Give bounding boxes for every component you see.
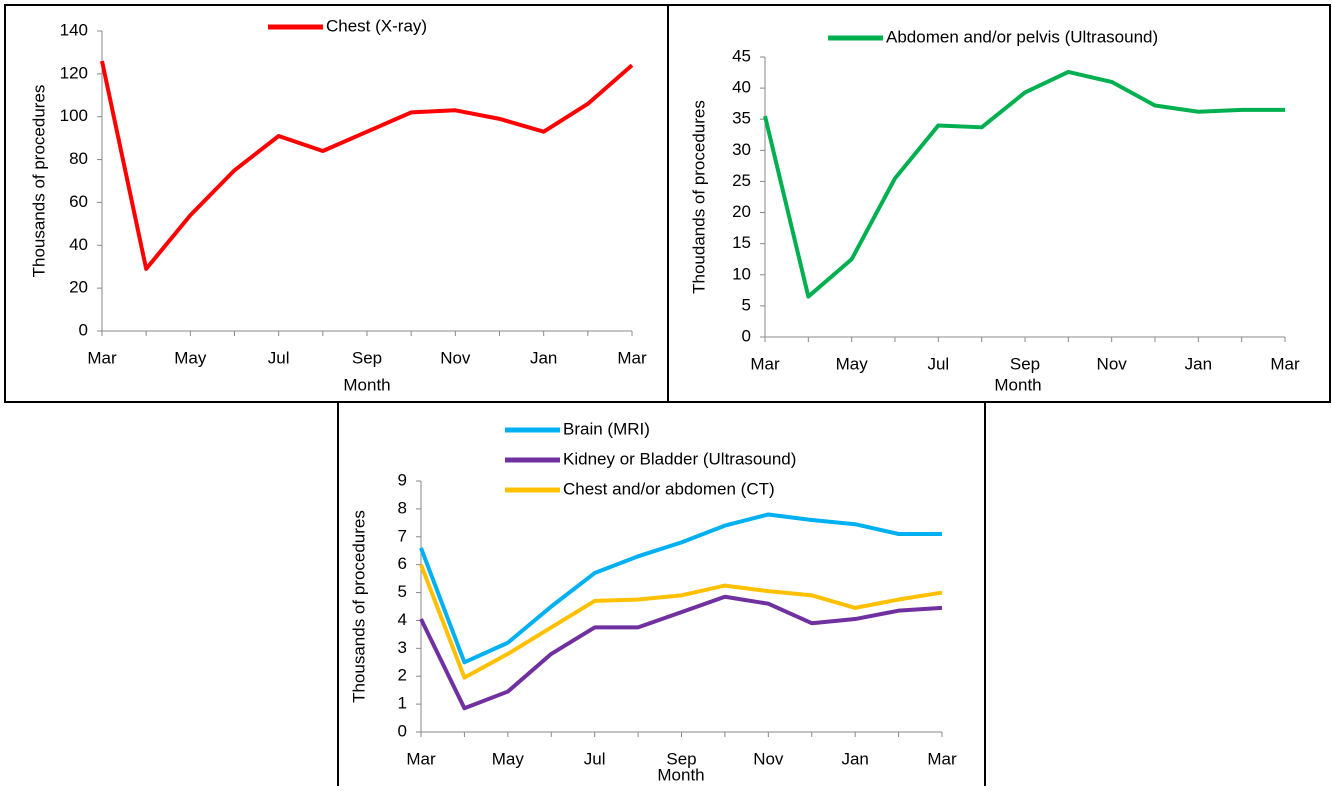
x-tick-label: May bbox=[836, 354, 869, 373]
legend-label: Chest and/or abdomen (CT) bbox=[563, 479, 775, 498]
line-series bbox=[419, 594, 943, 711]
y-tick-label: 10 bbox=[732, 264, 751, 283]
line-series bbox=[419, 563, 943, 680]
y-tick-label: 20 bbox=[732, 202, 751, 221]
y-tick-label: 7 bbox=[398, 526, 407, 545]
y-tick-label: 60 bbox=[69, 192, 88, 211]
x-tick-label: Jul bbox=[927, 354, 949, 373]
y-tick-label: 40 bbox=[69, 235, 88, 254]
legend-label: Kidney or Bladder (Ultrasound) bbox=[563, 449, 796, 468]
y-tick-label: 2 bbox=[398, 666, 407, 685]
x-axis-label: Month bbox=[343, 375, 390, 394]
x-tick-label: May bbox=[492, 749, 525, 768]
legend-label: Brain (MRI) bbox=[563, 419, 650, 438]
x-tick-label: Mar bbox=[927, 749, 957, 768]
x-tick-label: Jan bbox=[530, 348, 557, 367]
x-tick-label: Sep bbox=[666, 749, 696, 768]
y-axis-label: Thousands of procedures bbox=[349, 510, 368, 703]
y-axis-label: Thousands of procedures bbox=[29, 85, 48, 278]
x-tick-label: Jul bbox=[268, 348, 290, 367]
y-tick-label: 15 bbox=[732, 233, 751, 252]
x-tick-label: May bbox=[174, 348, 207, 367]
line-series bbox=[100, 60, 634, 271]
x-tick-label: Mar bbox=[1270, 354, 1300, 373]
y-tick-label: 5 bbox=[398, 582, 407, 601]
legend-label: Abdomen and/or pelvis (Ultrasound) bbox=[886, 27, 1158, 46]
x-tick-label: Sep bbox=[352, 348, 382, 367]
x-tick-label: Nov bbox=[753, 749, 784, 768]
y-tick-label: 3 bbox=[398, 638, 407, 657]
y-tick-label: 45 bbox=[732, 46, 751, 65]
y-tick-label: 20 bbox=[69, 278, 88, 297]
x-tick-label: Mar bbox=[87, 348, 117, 367]
x-tick-label: Nov bbox=[440, 348, 471, 367]
line-series bbox=[763, 69, 1285, 299]
x-axis-label: Month bbox=[657, 765, 704, 784]
x-axis-label: Month bbox=[994, 375, 1041, 394]
y-tick-label: 0 bbox=[398, 721, 407, 740]
y-tick-label: 140 bbox=[60, 20, 88, 39]
y-tick-label: 0 bbox=[79, 320, 88, 339]
y-tick-label: 40 bbox=[732, 78, 751, 97]
x-tick-label: Jan bbox=[1185, 354, 1212, 373]
y-tick-label: 100 bbox=[60, 106, 88, 125]
x-tick-label: Nov bbox=[1097, 354, 1128, 373]
y-tick-label: 35 bbox=[732, 109, 751, 128]
x-tick-label: Mar bbox=[617, 348, 647, 367]
y-tick-label: 120 bbox=[60, 63, 88, 82]
x-tick-label: Jan bbox=[841, 749, 868, 768]
y-tick-label: 1 bbox=[398, 694, 407, 713]
y-tick-label: 8 bbox=[398, 498, 407, 517]
y-tick-label: 30 bbox=[732, 140, 751, 159]
panel-frame bbox=[667, 4, 1331, 403]
y-tick-label: 80 bbox=[69, 149, 88, 168]
x-tick-label: Jul bbox=[584, 749, 606, 768]
y-tick-label: 5 bbox=[742, 295, 751, 314]
x-tick-label: Mar bbox=[750, 354, 780, 373]
line-series bbox=[419, 512, 942, 665]
y-tick-label: 9 bbox=[398, 470, 407, 489]
y-tick-label: 6 bbox=[398, 554, 407, 573]
legend-label: Chest (X-ray) bbox=[326, 16, 427, 35]
y-tick-label: 0 bbox=[742, 326, 751, 345]
x-tick-label: Sep bbox=[1010, 354, 1040, 373]
x-tick-label: Mar bbox=[406, 749, 436, 768]
y-axis-label: Thoudands of procedures bbox=[689, 100, 708, 294]
y-tick-label: 4 bbox=[398, 610, 407, 629]
y-tick-label: 25 bbox=[732, 171, 751, 190]
